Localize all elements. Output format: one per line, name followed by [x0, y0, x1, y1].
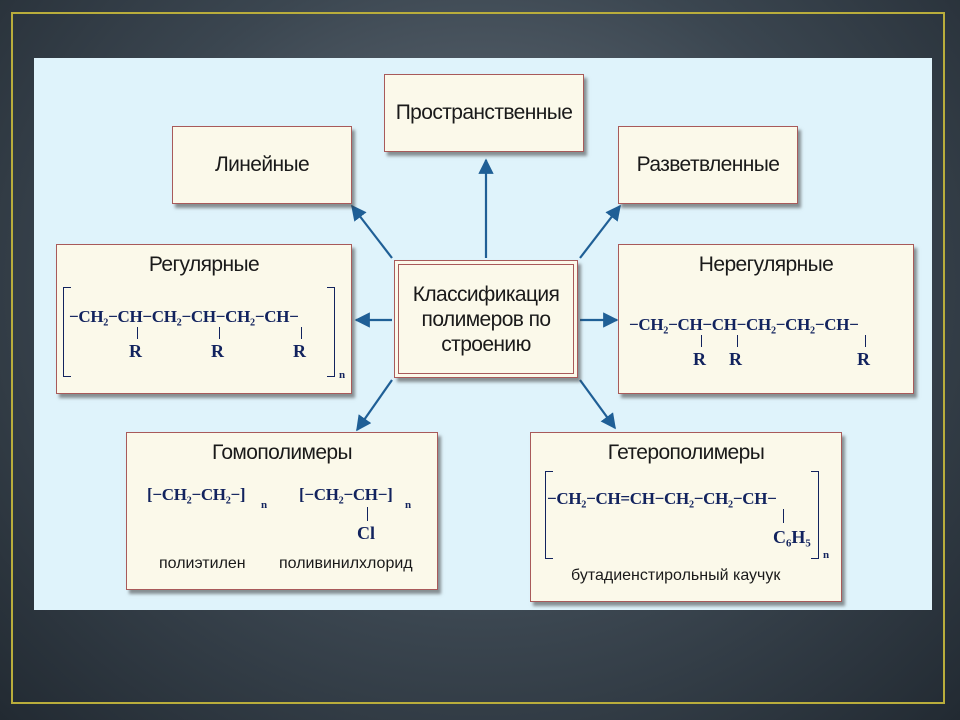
homo-n-2: n [405, 499, 412, 511]
homo-n-1: n [261, 499, 268, 511]
box-branched: Разветвленные [618, 126, 798, 204]
homo-formula-1: [−CH₂−CH₂−] [147, 485, 246, 504]
hetero-substituent: C₆H₅ [773, 527, 811, 547]
regular-r-1: R [129, 341, 142, 361]
regular-bracket-right [327, 287, 335, 377]
box-irregular: Нерегулярные −CH₂−CH−CH−CH₂−CH₂−CH− R R … [618, 244, 914, 394]
irregular-title: Нерегулярные [698, 253, 834, 276]
irregular-chain: −CH₂−CH−CH−CH₂−CH₂−CH− [629, 315, 859, 334]
homo-cl: Cl [357, 523, 375, 543]
homo-bond [367, 507, 368, 521]
center-line-1: Классификация [412, 282, 560, 306]
irregular-bond-2 [737, 335, 738, 347]
box-linear: Линейные [172, 126, 352, 204]
center-line-3: строению [441, 332, 531, 356]
linear-label: Линейные [214, 153, 310, 176]
box-center: Классификация полимеров по строению [394, 260, 578, 378]
arrow-to-hetero [579, 379, 616, 430]
hetero-bond [783, 509, 784, 523]
irregular-bond-1 [701, 335, 702, 347]
regular-title: Регулярные [148, 253, 260, 276]
box-homo: Гомополимеры [−CH₂−CH₂−] n [−CH₂−CH−] n … [126, 432, 438, 590]
regular-r-3: R [293, 341, 306, 361]
regular-bond-2 [219, 327, 220, 339]
hetero-chain: −CH₂−CH=CH−CH₂−CH₂−CH− [547, 489, 777, 508]
arrow-to-linear [351, 204, 393, 259]
regular-chain: −CH₂−CH−CH₂−CH−CH₂−CH− [69, 307, 299, 326]
irregular-bond-3 [865, 335, 866, 347]
branched-label: Разветвленные [636, 153, 780, 176]
hetero-bracket-left [545, 471, 553, 559]
regular-bond-1 [137, 327, 138, 339]
arrow-to-homo [356, 379, 393, 432]
hetero-n: n [823, 549, 830, 561]
box-regular: Регулярные n −CH₂−CH−CH₂−CH−CH₂−CH− R R … [56, 244, 352, 394]
homo-caption-2: поливинилхлорид [279, 555, 413, 572]
regular-bracket-left [63, 287, 71, 377]
homo-formula-2: [−CH₂−CH−] [299, 485, 393, 504]
homo-title: Гомополимеры [211, 441, 353, 464]
irregular-r-1: R [693, 349, 706, 369]
regular-n: n [339, 369, 346, 381]
hetero-caption: бутадиенстирольный каучук [571, 567, 781, 584]
irregular-r-3: R [857, 349, 870, 369]
box-spatial: Пространственные [384, 74, 584, 152]
irregular-r-2: R [729, 349, 742, 369]
slide-frame [11, 12, 945, 704]
arrow-to-branched [579, 204, 621, 259]
box-hetero: Гетерополимеры n −CH₂−CH=CH−CH₂−CH₂−CH− … [530, 432, 842, 602]
regular-bond-3 [301, 327, 302, 339]
center-line-2: полимеров по [421, 307, 551, 331]
spatial-label: Пространственные [395, 101, 573, 124]
hetero-title: Гетерополимеры [607, 441, 765, 464]
regular-r-2: R [211, 341, 224, 361]
hetero-bracket-right [811, 471, 819, 559]
homo-caption-1: полиэтилен [159, 555, 246, 572]
